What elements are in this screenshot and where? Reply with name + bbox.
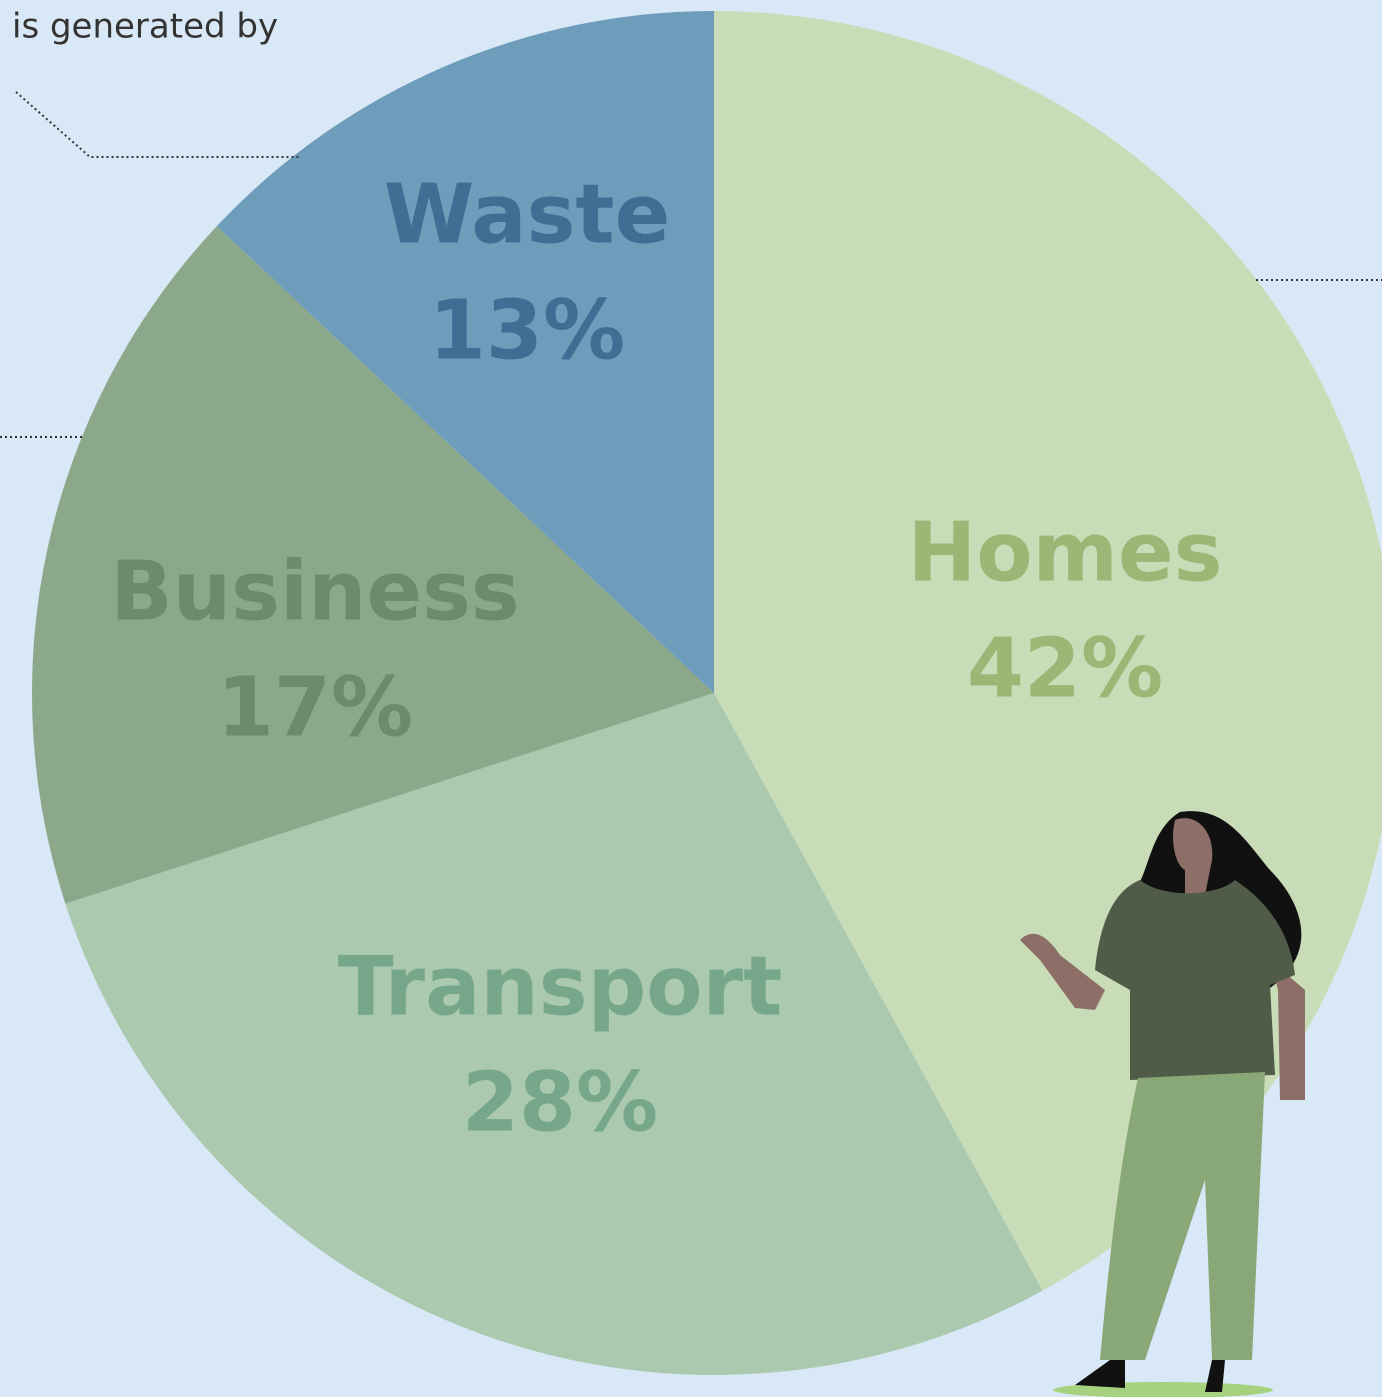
value-label: 17% (217, 660, 413, 755)
slice-label: Homes (908, 505, 1223, 600)
value-label: 42% (967, 621, 1163, 716)
value-label: 28% (462, 1055, 658, 1150)
slice-label: Waste (384, 167, 670, 262)
value-label: 13% (429, 283, 625, 378)
slice-label: Transport (338, 939, 783, 1034)
chart-title: is generated by (12, 7, 278, 47)
slice-label: Business (110, 544, 519, 639)
chart: is generated by Homes 42% Transport 28% Busi… (0, 0, 1382, 1397)
page: is generated by Homes 42% Transport 28% Busi… (0, 0, 1382, 1397)
